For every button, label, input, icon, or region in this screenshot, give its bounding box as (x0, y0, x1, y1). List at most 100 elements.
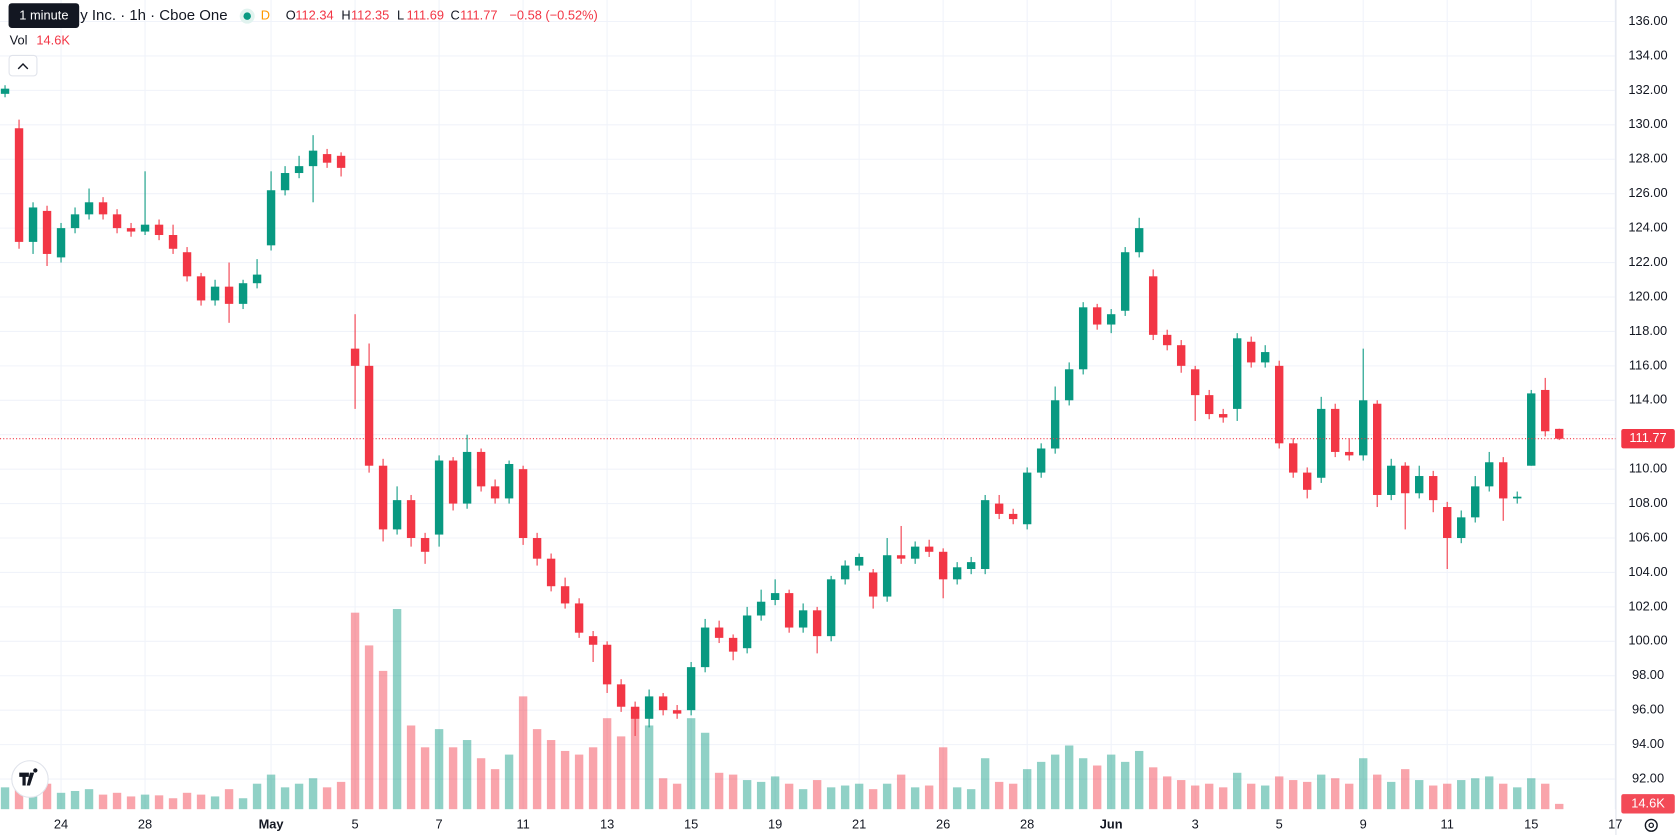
candle-body (1120, 252, 1130, 311)
candle-body (364, 365, 374, 466)
volume-bar (686, 718, 696, 810)
volume-bar (252, 783, 262, 810)
candle-body (140, 224, 150, 232)
candle-body (224, 286, 234, 304)
volume-bar (154, 795, 164, 810)
volume-bar (1092, 765, 1102, 810)
volume-bar (168, 798, 178, 810)
candle-body (280, 173, 290, 191)
x-tick-label: 13 (600, 817, 614, 832)
volume-bar (896, 774, 906, 810)
x-tick-label: 17 (1608, 817, 1622, 832)
y-tick-label: 96.00 (1632, 702, 1664, 717)
volume-bar (616, 736, 626, 810)
volume-bar (1176, 780, 1186, 810)
volume-bar (1541, 783, 1550, 810)
volume-bar (532, 729, 542, 810)
candle-body (322, 154, 332, 163)
volume-bar (1036, 761, 1046, 810)
candle-body (1330, 408, 1340, 452)
volume-bar (882, 783, 892, 810)
volume-pane (0, 609, 1564, 810)
settings-icon-center (1648, 822, 1655, 829)
volume-bar (784, 783, 794, 810)
candle-body (308, 150, 318, 167)
legend-close-value: 111.77 (460, 8, 497, 23)
candle-body (392, 500, 402, 530)
candle-body (784, 593, 794, 628)
logo (11, 760, 49, 798)
candle-body (448, 460, 458, 504)
candle-body (1485, 462, 1494, 487)
candle-body (28, 207, 38, 242)
candle-body (1457, 517, 1466, 539)
collapse-icon (17, 63, 29, 70)
candle-body (630, 706, 640, 719)
legend-high-value: 112.35 (351, 8, 389, 23)
y-tick-label: 128.00 (1628, 151, 1667, 166)
candle-body (1513, 496, 1522, 499)
candle-body (756, 601, 766, 616)
candle-body (294, 166, 304, 174)
candle-body (560, 586, 570, 604)
volume-bar (504, 754, 514, 810)
volume-bar (658, 778, 668, 810)
volume-bar (42, 783, 52, 810)
candle-body (1036, 448, 1046, 473)
market-status[interactable] (243, 12, 251, 20)
collapse-button[interactable] (8, 54, 38, 77)
volume-bar (840, 785, 850, 810)
y-tick-label: 104.00 (1628, 564, 1667, 579)
grid (0, 0, 1616, 810)
candle-body (1162, 334, 1172, 346)
settings-icon[interactable] (1644, 818, 1658, 832)
candle-body (938, 551, 948, 580)
volume-bar (1050, 754, 1060, 810)
interval-badge[interactable]: D (261, 8, 270, 23)
y-tick-label: 114.00 (1629, 392, 1667, 407)
volume-bar (210, 796, 220, 810)
candle-body (532, 538, 542, 559)
candle-body (882, 555, 892, 597)
volume-bar (1457, 780, 1466, 810)
y-tick-label: 100.00 (1628, 633, 1667, 648)
candle-body (616, 684, 626, 707)
volume-bar (742, 780, 752, 810)
volume-bar (266, 774, 276, 810)
volume-bar (700, 732, 710, 810)
candle-body (182, 252, 192, 277)
candle-body (1359, 400, 1368, 456)
candle-body (1471, 486, 1480, 518)
legend: 1 minute y Inc. · 1h · Cboe One D Vol 14… (8, 3, 598, 77)
volume-legend-value: 14.6K (36, 32, 70, 47)
candle-body (196, 276, 206, 301)
candle-body (42, 210, 52, 254)
volume-bar (1274, 776, 1284, 810)
volume-bar (574, 754, 584, 810)
candle-body (910, 546, 920, 559)
volume-bar (322, 787, 332, 810)
candle-body (168, 235, 178, 249)
x-tick-label: 21 (852, 817, 866, 832)
axes: 92.00 94.00 96.00 98.00 100.00 102.00 104.00 10… (54, 13, 1675, 832)
candle-body (1050, 400, 1060, 449)
candle-body (1134, 228, 1144, 253)
candle-body (574, 603, 584, 633)
legend-close-label: C (451, 8, 460, 23)
volume-bar (28, 789, 38, 810)
chart-title[interactable]: y Inc. · 1h · Cboe One (80, 7, 227, 24)
settings (1644, 818, 1658, 832)
x-tick-label: 9 (1360, 817, 1367, 832)
y-tick-label: 92.00 (1632, 770, 1664, 785)
volume-bar (1401, 769, 1410, 810)
volume-bar (924, 785, 934, 810)
candle-body (672, 710, 682, 714)
volume-bar (392, 609, 402, 810)
x-tick-label: 26 (936, 817, 950, 832)
volume-legend-label: Vol (10, 32, 28, 47)
volume-bar (1260, 785, 1270, 810)
volume-bar (1218, 787, 1228, 810)
y-tick-label: 120.00 (1628, 288, 1667, 303)
